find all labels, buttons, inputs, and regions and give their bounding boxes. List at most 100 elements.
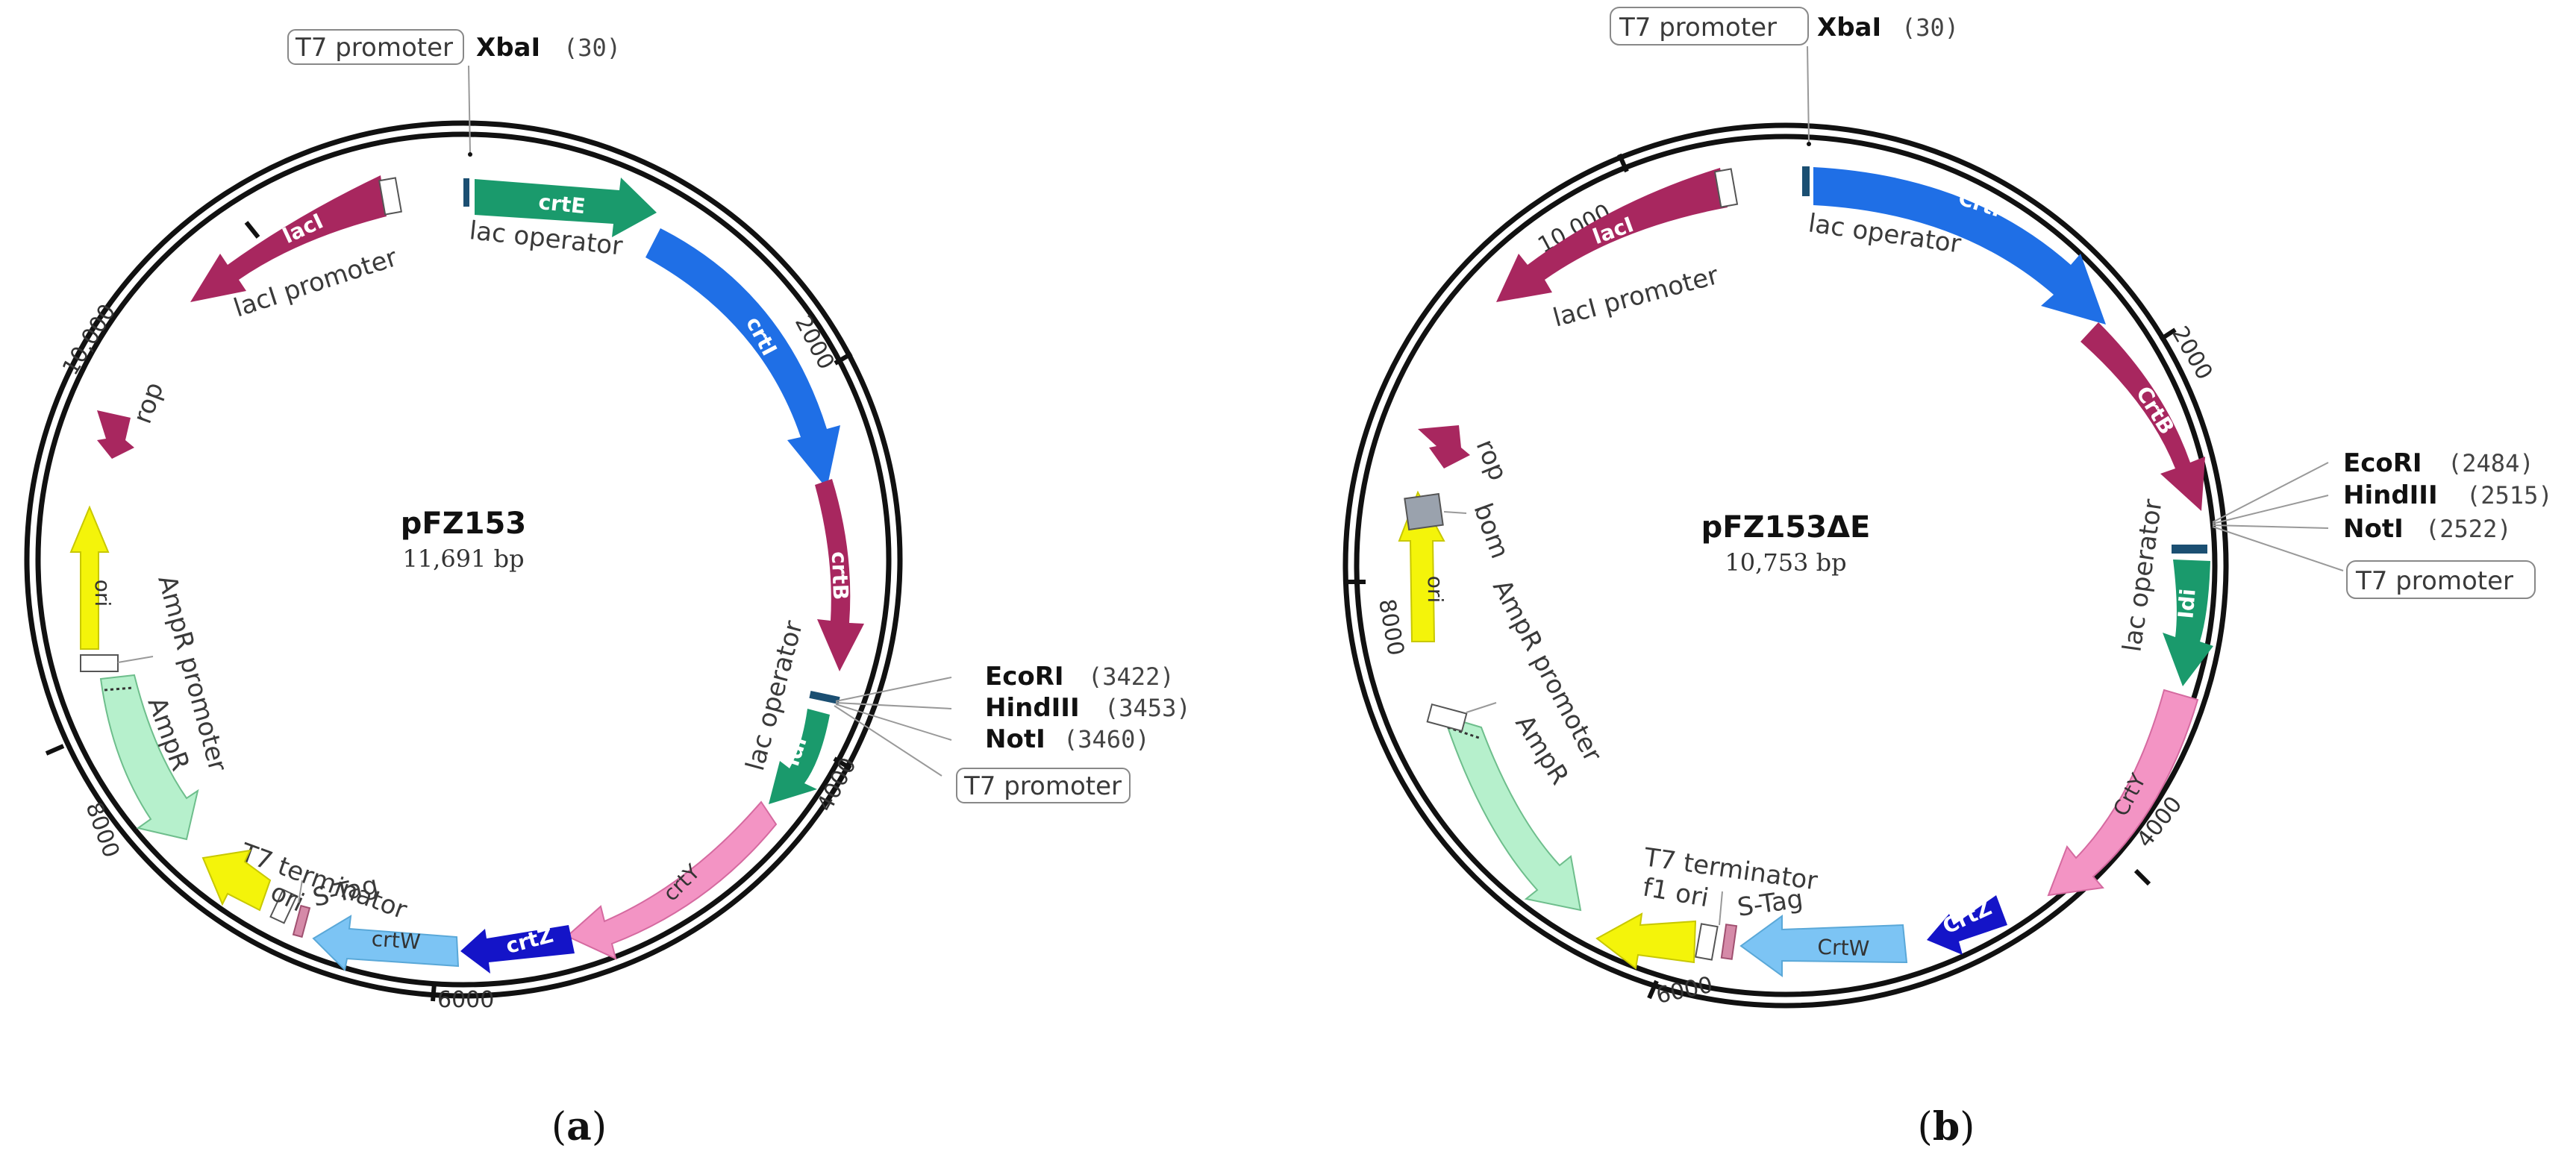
tick-label-10000: 10,000 — [57, 300, 121, 380]
bom-label: bom — [1468, 499, 1515, 562]
operator-mark-right — [809, 690, 840, 705]
backbone-inner — [1354, 134, 2218, 997]
site-ecori-pos: (2484) — [2448, 449, 2534, 477]
site-hindiii: HindIII — [985, 693, 1080, 723]
leader-noti — [2212, 524, 2329, 529]
site-noti: NotI — [2343, 514, 2404, 544]
gene-crtb-label: crtB — [827, 551, 853, 601]
operator-mark-top — [462, 177, 471, 208]
t7-promoter-label-right: T7 promoter — [963, 771, 1122, 801]
operator-mark-right — [2172, 545, 2207, 554]
gene-ori-left-label: ori — [1423, 576, 1448, 603]
gene-crtw-arrow — [1739, 915, 1908, 977]
leader-t7 — [2212, 526, 2344, 571]
gene-crte-arrow — [475, 178, 657, 237]
site-dot-top — [468, 152, 472, 157]
ampr-promoter-mark — [80, 654, 119, 672]
ticks — [45, 221, 853, 1002]
site-noti-pos: (3460) — [1063, 725, 1150, 753]
gene-ori-left-arrow — [69, 505, 110, 650]
caption-a-letter: a — [566, 1104, 592, 1150]
gene-crtw-label: crtW — [371, 927, 422, 954]
gene-ori-bottom-arrow — [1595, 912, 1697, 970]
t7-promoter-box-right — [2346, 560, 2536, 599]
bom-leader — [1443, 511, 1467, 514]
gene-ori-bottom-arrow — [201, 849, 272, 912]
backbone-outer — [24, 120, 903, 999]
caption-b: (b) — [1918, 1104, 1975, 1150]
f1-ori-mark — [269, 888, 298, 924]
s-tag-mark — [292, 904, 311, 938]
gene-crti-arrow — [645, 228, 840, 489]
leader-ecori — [835, 677, 952, 702]
site-xbai: XbaI — [1817, 13, 1881, 43]
caption-b-letter: b — [1933, 1104, 1960, 1150]
leader-t7 — [834, 705, 942, 777]
gene-idi-arrow — [769, 709, 830, 804]
gene-crty-arrow — [2047, 689, 2199, 897]
gene-crtz-arrow — [460, 925, 575, 974]
gene-ampr-arrow — [1442, 715, 1582, 912]
gene-idi-arrow — [2163, 560, 2213, 686]
t7-promoter-box-top — [287, 29, 464, 65]
tick-label-6000: 6000 — [437, 987, 494, 1013]
leader-hindiii — [2212, 495, 2329, 524]
backbone-inner — [35, 131, 892, 988]
site-xbai: XbaI — [476, 33, 540, 63]
backbone-outer — [1342, 122, 2229, 1009]
t7-promoter-label-top: T7 promoter — [1619, 13, 1777, 43]
site-ecori-pos: (3422) — [1088, 662, 1175, 691]
t7-promoter-label-top: T7 promoter — [295, 33, 453, 63]
gene-crtw-arrow — [312, 915, 460, 972]
gene-ori-left-label: ori — [90, 580, 115, 606]
t7-promoter-box-right — [956, 768, 1131, 803]
gene-crte-label: crtE — [537, 189, 587, 219]
leader-ecori — [2212, 462, 2329, 523]
ampr-promoter-leader — [117, 656, 154, 663]
lac-operator-label-right: lac operator — [2117, 498, 2168, 654]
site-xbai-pos: (30) — [563, 34, 621, 62]
rop-label: rop — [1470, 435, 1513, 485]
panel-b: 10,000 2000 4000 6000 8000 pFZ153ΔE 10,7… — [1342, 7, 2553, 1150]
tick-label-4000: 4000 — [812, 753, 862, 816]
ampr-promoter-leader — [1466, 702, 1497, 713]
gene-crtw-label: CrtW — [1817, 935, 1870, 961]
site-dot-top — [1807, 142, 1811, 146]
gene-laci-arrow — [190, 175, 387, 302]
t7-promoter-box-top — [1610, 7, 1809, 46]
gene-crty-arrow — [566, 800, 778, 960]
site-noti: NotI — [985, 724, 1045, 754]
s-tag-mark — [1720, 924, 1738, 960]
f1-ori-leader — [298, 880, 303, 903]
gene-rop-arrow — [97, 410, 134, 459]
t7-promoter-label-right: T7 promoter — [2355, 566, 2513, 596]
gene-crti-arrow — [1813, 167, 2106, 325]
plasmid-size: 10,753 bp — [1725, 548, 1846, 577]
leader-top — [1807, 46, 1810, 142]
site-hindiii: HindIII — [2343, 480, 2438, 510]
leader-noti — [835, 703, 952, 741]
bom-mark — [1404, 492, 1444, 531]
site-ecori: EcoRI — [985, 662, 1064, 692]
ticks — [1348, 153, 2177, 1000]
plasmid-name: pFZ153 — [401, 507, 526, 541]
gene-idi-label: Idi — [2173, 588, 2200, 620]
gene-rop-arrow — [1418, 425, 1470, 468]
rop-label: rop — [128, 378, 170, 427]
site-ecori: EcoRI — [2343, 448, 2422, 478]
gene-laci-arrow — [1496, 168, 1728, 302]
f1-ori-leader — [1719, 891, 1723, 926]
ampr-promoter-mark — [1426, 703, 1468, 733]
panel-a: 10,000 2000 4000 6000 8000 pFZ153 11,691… — [24, 29, 1191, 1150]
gene-ampr-arrow — [99, 674, 199, 841]
ampr-dotted — [104, 686, 134, 692]
laci-promoter-label: lacI promoter — [1550, 260, 1722, 333]
site-hindiii-pos: (3453) — [1104, 694, 1191, 722]
laci-promoter-mark — [1713, 168, 1739, 208]
tick-label-8000: 8000 — [1373, 597, 1409, 657]
leader-top — [468, 65, 471, 154]
plasmid-name: pFZ153ΔE — [1701, 510, 1871, 545]
gene-crtz-arrow — [1927, 895, 2007, 955]
